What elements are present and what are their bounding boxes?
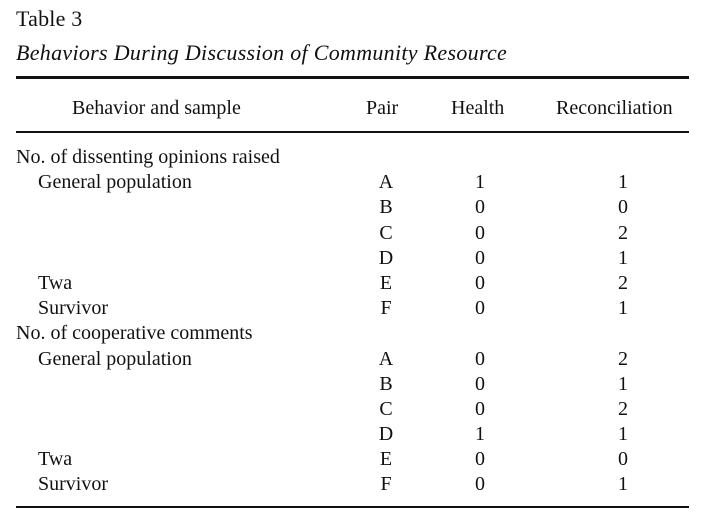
table-number: Table 3 — [16, 6, 83, 31]
pair-cell: B — [379, 196, 393, 219]
table-row: D 1 1 — [0, 422, 701, 447]
pair-cell: D — [378, 423, 394, 446]
reconciliation-cell: 1 — [618, 372, 628, 395]
health-cell: 0 — [475, 372, 485, 395]
table-row: General population A 1 1 — [0, 170, 701, 195]
header-pair: Pair — [366, 97, 399, 119]
health-cell: 0 — [475, 347, 485, 370]
pair-cell: F — [380, 473, 392, 496]
pair-cell: E — [379, 271, 393, 294]
health-cell: 1 — [475, 423, 485, 446]
health-cell: 0 — [475, 196, 485, 219]
pair-cell: C — [379, 221, 393, 244]
header-health: Health — [451, 97, 505, 119]
reconciliation-cell: 2 — [618, 397, 628, 420]
table-row: General population A 0 2 — [0, 347, 701, 372]
table-caption: Behaviors During Discussion of Community… — [16, 40, 508, 65]
header-reconciliation: Reconciliation — [556, 97, 673, 119]
pair-cell: F — [380, 297, 392, 320]
header-rule — [16, 131, 689, 133]
sample-label: Survivor — [38, 297, 108, 320]
table-row: Twa E 0 2 — [0, 271, 701, 296]
sample-label: Twa — [38, 448, 73, 471]
table-row: C 0 2 — [0, 221, 701, 246]
table-row: D 0 1 — [0, 246, 701, 271]
header-behavior-and-sample: Behavior and sample — [72, 97, 241, 119]
health-cell: 0 — [475, 221, 485, 244]
reconciliation-cell: 1 — [618, 297, 628, 320]
reconciliation-cell: 0 — [618, 196, 628, 219]
sample-label: General population — [38, 347, 192, 370]
table-row: No. of cooperative comments — [0, 321, 701, 346]
table-row: C 0 2 — [0, 397, 701, 422]
table-row: Twa E 0 0 — [0, 447, 701, 472]
table-body: No. of dissenting opinions raised General… — [0, 145, 701, 498]
table-row: B 0 1 — [0, 372, 701, 397]
reconciliation-cell: 2 — [618, 347, 628, 370]
pair-cell: C — [379, 397, 393, 420]
reconciliation-cell: 2 — [618, 221, 628, 244]
health-cell: 0 — [475, 246, 485, 269]
health-cell: 0 — [475, 473, 485, 496]
pair-cell: A — [378, 347, 394, 370]
health-cell: 0 — [475, 297, 485, 320]
reconciliation-cell: 0 — [618, 448, 628, 471]
reconciliation-cell: 1 — [618, 473, 628, 496]
reconciliation-cell: 1 — [618, 423, 628, 446]
table-row: B 0 0 — [0, 195, 701, 220]
table-header-row: Behavior and sample Pair Health Reconcil… — [0, 94, 701, 122]
pair-cell: D — [378, 246, 394, 269]
table-row: Survivor F 0 1 — [0, 296, 701, 321]
behavior-label: No. of dissenting opinions raised — [16, 146, 280, 168]
pair-cell: E — [379, 448, 393, 471]
behavior-label: No. of cooperative comments — [16, 322, 253, 345]
sample-label: Twa — [38, 271, 73, 294]
pair-cell: A — [378, 171, 394, 194]
table-row: Survivor F 0 1 — [0, 472, 701, 497]
health-cell: 0 — [475, 271, 485, 294]
pair-cell: B — [379, 372, 393, 395]
top-rule — [16, 76, 689, 79]
health-cell: 0 — [475, 397, 485, 420]
health-cell: 0 — [475, 448, 485, 471]
table-row: No. of dissenting opinions raised — [0, 145, 701, 170]
reconciliation-cell: 1 — [618, 171, 628, 194]
reconciliation-cell: 1 — [618, 246, 628, 269]
bottom-rule — [16, 506, 689, 508]
sample-label: Survivor — [38, 473, 108, 496]
reconciliation-cell: 2 — [618, 271, 628, 294]
health-cell: 1 — [475, 171, 485, 194]
sample-label: General population — [38, 171, 192, 194]
